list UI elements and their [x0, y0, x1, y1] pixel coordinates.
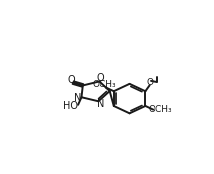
- Text: OCH₃: OCH₃: [93, 80, 116, 89]
- Text: N: N: [97, 99, 105, 109]
- Text: N: N: [74, 93, 82, 102]
- Text: O: O: [97, 73, 104, 84]
- Text: O: O: [68, 75, 75, 85]
- Text: HO: HO: [63, 101, 78, 111]
- Text: O: O: [146, 78, 153, 87]
- Text: OCH₃: OCH₃: [148, 105, 172, 114]
